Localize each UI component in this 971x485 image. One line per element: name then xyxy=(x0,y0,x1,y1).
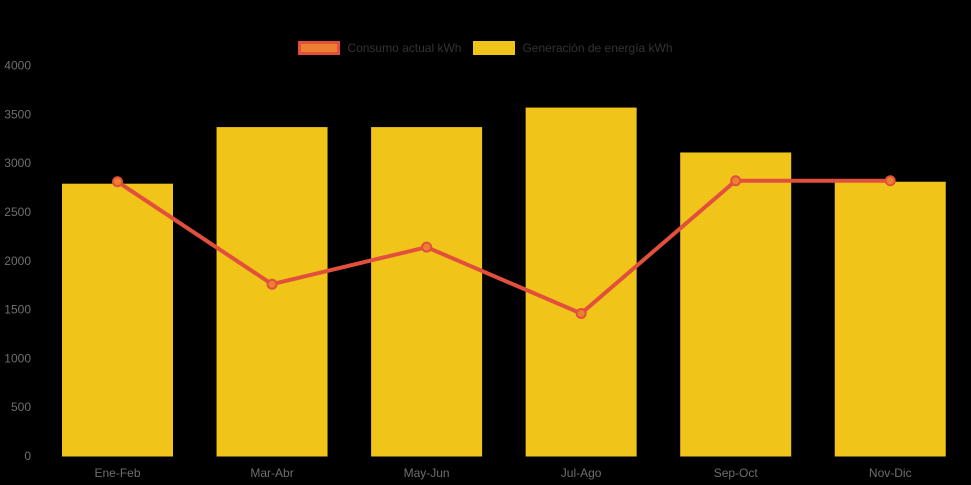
x-tick-label-Jul-Ago: Jul-Ago xyxy=(561,466,602,480)
x-axis-labels: Ene-Feb Mar-Abr May-Jun Jul-Ago Sep-Oct Nov-D… xyxy=(94,466,911,480)
y-tick-label: 2000 xyxy=(4,254,31,268)
legend-item-consumo[interactable]: Consumo actual kWh xyxy=(298,41,461,55)
x-tick-label-May-Jun: May-Jun xyxy=(404,466,450,480)
x-tick-label-Mar-Abr: Mar-Abr xyxy=(250,466,293,480)
x-tick-label-Ene-Feb: Ene-Feb xyxy=(94,466,140,480)
legend-label-generacion: Generación de energía kWh xyxy=(522,41,673,55)
bar-series-generacion xyxy=(62,107,946,457)
bar-Sep-Oct[interactable] xyxy=(680,152,792,457)
bar-Mar-Abr[interactable] xyxy=(216,127,328,457)
y-tick-label: 1000 xyxy=(4,351,31,365)
x-tick-label-Nov-Dic: Nov-Dic xyxy=(869,466,912,480)
line-point-Ene-Feb[interactable] xyxy=(112,176,123,188)
legend-swatch-generacion-icon xyxy=(473,41,516,55)
line-series-consumo xyxy=(115,178,893,316)
legend-item-generacion[interactable]: Generación de energía kWh xyxy=(473,41,673,55)
y-tick-label: 0 xyxy=(24,449,31,463)
legend: Consumo actual kWh Generación de energía… xyxy=(0,41,971,55)
legend-swatch-consumo-icon xyxy=(298,41,341,55)
bar-May-Jun[interactable] xyxy=(371,127,483,457)
legend-label-consumo: Consumo actual kWh xyxy=(347,41,462,55)
y-tick-label: 1500 xyxy=(4,303,31,317)
y-tick-label: 3500 xyxy=(4,107,31,121)
bar-Nov-Dic[interactable] xyxy=(834,181,946,457)
bar-Ene-Feb[interactable] xyxy=(62,183,173,457)
y-tick-label: 4000 xyxy=(4,59,31,73)
y-tick-label: 500 xyxy=(11,400,31,414)
x-tick-label-Sep-Oct: Sep-Oct xyxy=(714,466,759,480)
line-point-May-Jun[interactable] xyxy=(421,241,433,253)
y-axis-labels: 0 500 1000 1500 2000 2500 3000 3500 4000 xyxy=(4,59,31,463)
y-tick-label: 2500 xyxy=(4,205,31,219)
line-markers xyxy=(112,175,896,320)
line-point-Jul-Ago[interactable] xyxy=(575,308,587,320)
line-point-Mar-Abr[interactable] xyxy=(266,278,278,290)
y-tick-label: 3000 xyxy=(4,156,31,170)
line-point-Nov-Dic[interactable] xyxy=(884,175,896,187)
line-point-Sep-Oct[interactable] xyxy=(730,175,742,187)
